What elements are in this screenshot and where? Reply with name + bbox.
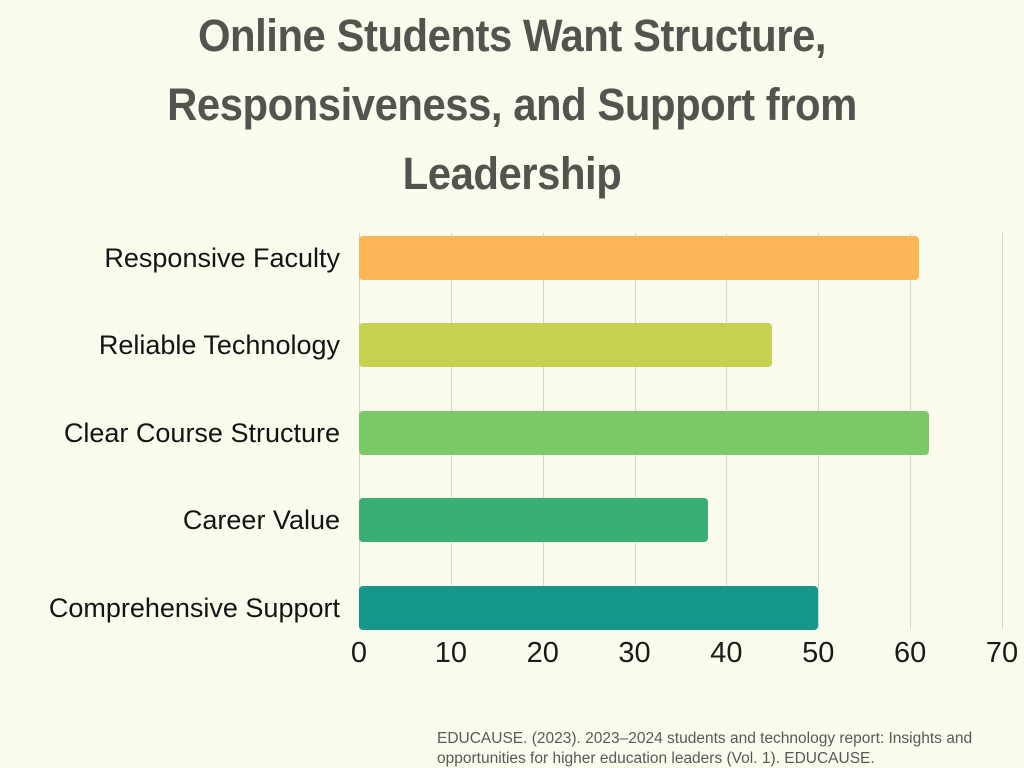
chart-title: Online Students Want Structure, Responsi… <box>0 0 1024 208</box>
bar-comprehensive-support <box>359 585 819 630</box>
x-tick-label-50: 50 <box>802 637 835 669</box>
source-citation: EDUCAUSE. (2023). 2023–2024 students and… <box>437 729 1024 768</box>
category-label-reliable-technology: Reliable Technology <box>98 330 340 361</box>
category-label-responsive-faculty: Responsive Faculty <box>104 243 340 273</box>
x-tick-label-0: 0 <box>350 637 368 669</box>
x-tick-label-70: 70 <box>985 637 1019 669</box>
y-axis-category-labels: Responsive Faculty Reliable Technology Cle… <box>0 233 340 629</box>
x-tick-label-10: 10 <box>434 637 467 669</box>
x-tick-label-30: 30 <box>618 637 651 669</box>
source-citation-line-2: opportunities for higher education leade… <box>437 749 875 767</box>
bar-career-value <box>359 498 709 543</box>
chart-title-line-3: Leadership <box>402 148 622 199</box>
bar-reliable-technology <box>359 323 773 368</box>
chart-title-line-1: Online Students Want Structure, <box>197 10 827 61</box>
bar-responsive-faculty <box>359 236 920 280</box>
x-tick-label-40: 40 <box>710 637 743 669</box>
chart-title-line-2: Responsiveness, and Support from <box>167 79 857 130</box>
plot-area <box>359 233 1003 630</box>
bar-clear-course-structure <box>359 410 929 455</box>
x-axis: 0 10 20 30 40 50 60 70 <box>351 637 1018 671</box>
category-label-clear-course-structure: Clear Course Structure <box>63 417 340 448</box>
gridline-x-70 <box>1002 233 1003 629</box>
category-label-comprehensive-support: Comprehensive Support <box>48 592 340 623</box>
source-citation-line-1: EDUCAUSE. (2023). 2023–2024 students and… <box>437 730 973 747</box>
x-tick-label-20: 20 <box>526 637 559 669</box>
category-label-career-value: Career Value <box>182 505 340 536</box>
x-tick-label-60: 60 <box>894 637 927 669</box>
